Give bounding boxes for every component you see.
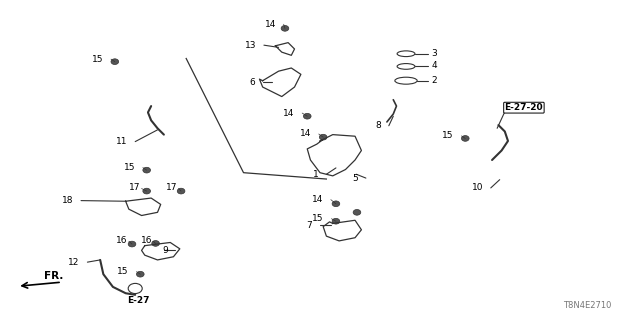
Ellipse shape — [332, 218, 340, 224]
Ellipse shape — [332, 201, 340, 207]
Ellipse shape — [281, 26, 289, 31]
Text: 14: 14 — [283, 108, 294, 117]
Ellipse shape — [136, 271, 144, 277]
Text: 17: 17 — [129, 183, 140, 192]
Ellipse shape — [143, 188, 150, 194]
Text: 3: 3 — [431, 49, 437, 58]
Text: 13: 13 — [244, 41, 256, 50]
Text: T8N4E2710: T8N4E2710 — [563, 301, 612, 310]
Text: E-27: E-27 — [127, 296, 150, 305]
Text: 15: 15 — [92, 55, 103, 64]
Text: 14: 14 — [312, 195, 323, 204]
Ellipse shape — [461, 136, 469, 141]
Ellipse shape — [319, 134, 327, 140]
Text: 18: 18 — [62, 196, 74, 205]
Text: 1: 1 — [313, 170, 319, 179]
Text: 10: 10 — [472, 183, 483, 192]
Text: FR.: FR. — [44, 271, 63, 281]
Text: 11: 11 — [116, 137, 127, 146]
Text: 15: 15 — [117, 267, 129, 276]
Ellipse shape — [353, 210, 361, 215]
Text: 16: 16 — [116, 236, 127, 245]
Text: 15: 15 — [442, 132, 454, 140]
Text: 9: 9 — [162, 246, 168, 255]
Text: E-27-20: E-27-20 — [504, 103, 543, 112]
Ellipse shape — [128, 241, 136, 247]
Ellipse shape — [152, 241, 159, 246]
Ellipse shape — [177, 188, 185, 194]
Text: 14: 14 — [265, 20, 276, 29]
Text: 17: 17 — [166, 183, 178, 192]
Ellipse shape — [143, 167, 150, 173]
Ellipse shape — [303, 113, 311, 119]
Text: 12: 12 — [68, 258, 80, 267]
Text: 5: 5 — [353, 173, 358, 183]
Text: 15: 15 — [312, 214, 324, 223]
Text: 6: 6 — [249, 78, 255, 87]
Text: 4: 4 — [431, 61, 437, 70]
Text: 8: 8 — [376, 121, 381, 130]
Ellipse shape — [111, 59, 118, 65]
Text: 2: 2 — [431, 76, 437, 84]
Text: 16: 16 — [141, 236, 152, 245]
Text: 14: 14 — [300, 130, 311, 139]
Text: 15: 15 — [124, 163, 135, 172]
Text: 7: 7 — [307, 220, 312, 229]
